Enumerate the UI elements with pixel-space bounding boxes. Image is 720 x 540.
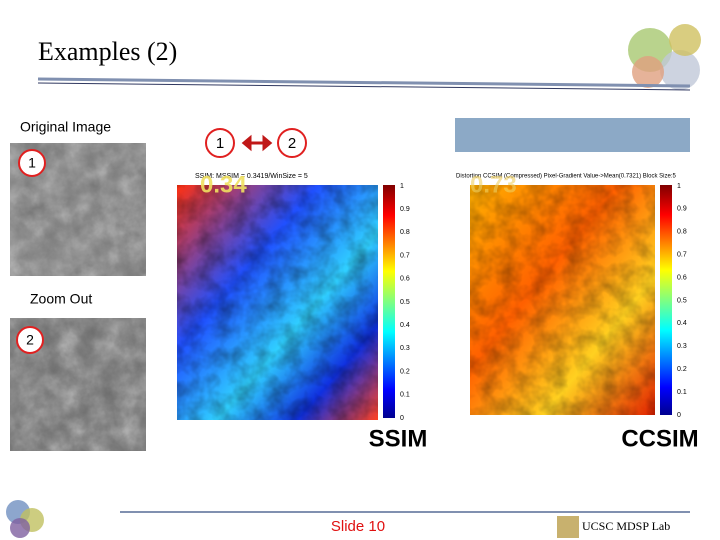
colorbar-tick-label: 0.4 [677,320,687,327]
score: 0.34 [200,171,247,198]
colorbar-tick-label: 0.8 [677,229,687,236]
zoom-label: Zoom Out [30,291,92,307]
colorbar-tick-label: 0.4 [400,322,410,329]
logo [628,24,701,90]
original-label: Original Image [20,119,111,135]
lab-name: UCSC MDSP Lab [582,519,670,533]
colorbar-tick-label: 0.2 [677,366,687,373]
colorbar-tick-label: 0.2 [400,368,410,375]
footer-logo [6,500,44,538]
colorbar-tick-label: 0.9 [400,206,410,213]
colorbar-tick-label: 0.5 [400,299,410,306]
map-name: SSIM [369,425,428,452]
ssim-map-texture [177,185,378,420]
badge [16,326,44,354]
colorbar [383,185,395,418]
colorbar-tick-label: 0.6 [677,274,687,281]
colorbar-tick-label: 0.3 [677,343,687,350]
colorbar-tick-label: 1 [400,183,404,190]
title-rule [37,82,691,91]
double-arrow [241,134,273,152]
badge [18,149,46,177]
slide-title: Examples (2) [38,37,177,66]
badge [205,128,235,158]
colorbar-tick-label: 0.8 [400,229,410,236]
map-caption: Distortion CCSIM (Compressed) Pixel-Grad… [456,174,676,180]
badge-label: 2 [26,332,34,348]
colorbar-tick-label: 0.3 [400,345,410,352]
colorbar-tick-label: 0.7 [677,252,687,259]
badge-label: 2 [288,135,296,152]
slide-number: Slide 10 [331,518,385,535]
colorbar-tick-label: 0.5 [677,297,687,304]
colorbar-tick-label: 1 [677,183,681,190]
badge-label: 1 [28,155,36,171]
badge [277,128,307,158]
thumbnail-strip [455,118,690,152]
colorbar-tick-label: 0.9 [677,206,687,213]
colorbar-tick-label: 0 [677,412,681,419]
colorbar-tick-label: 0.1 [677,389,687,396]
colorbar-tick-label: 0 [400,415,404,422]
colorbar [660,185,672,415]
colorbar-tick-label: 0.1 [400,392,410,399]
score: 0.73 [470,171,517,198]
map-name: CCSIM [621,425,698,452]
ccsim-map-texture [470,185,655,415]
lab-logo [557,516,579,538]
map-caption: SSIM: MSSIM = 0.3419/WinSize = 5 [195,173,308,180]
colorbar-tick-label: 0.7 [400,252,410,259]
badge-label: 1 [216,135,224,152]
colorbar-tick-label: 0.6 [400,276,410,283]
title-rule [37,77,691,88]
